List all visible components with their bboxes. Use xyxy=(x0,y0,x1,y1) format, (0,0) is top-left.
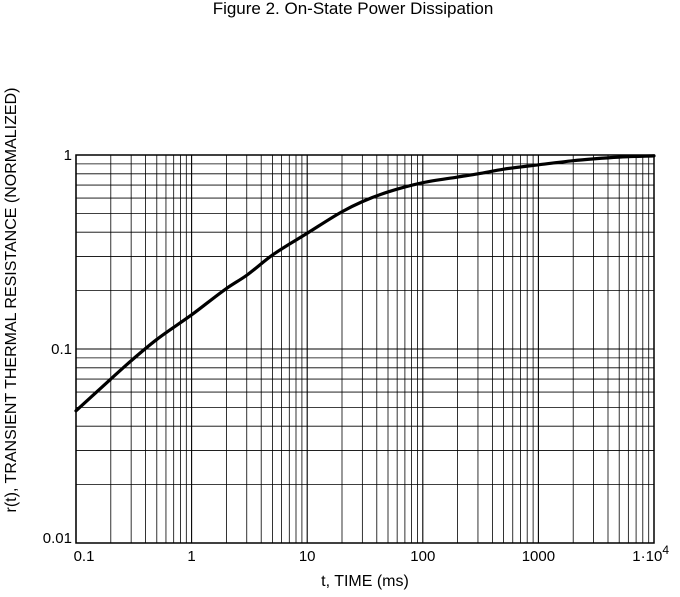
y-tick-label: 0.1 xyxy=(51,341,72,358)
x-tick-label: 1·104 xyxy=(632,543,669,565)
x-tick-label: 0.1 xyxy=(74,548,95,565)
grid xyxy=(75,155,654,544)
y-axis-title: r(t), TRANSIENT THERMAL RESISTANCE (NORM… xyxy=(3,88,20,513)
x-axis-title: t, TIME (ms) xyxy=(321,573,409,590)
y-tick-labels: 0.01 0.1 1 xyxy=(43,147,72,547)
x-tick-label: 1 xyxy=(187,548,195,565)
y-tick-label: 0.01 xyxy=(43,530,72,547)
x-tick-label: 100 xyxy=(410,548,435,565)
x-tick-label: 10 xyxy=(299,548,316,565)
x-tick-labels: 0.1 1 10 100 1000 1·104 xyxy=(74,543,670,565)
x-tick-label: 1000 xyxy=(522,548,555,565)
y-tick-label: 1 xyxy=(64,147,72,164)
curve-layer xyxy=(74,154,656,413)
plot-frame xyxy=(75,154,655,544)
series-line xyxy=(74,154,656,413)
chart-title: Figure 2. On-State Power Dissipation xyxy=(213,0,494,18)
